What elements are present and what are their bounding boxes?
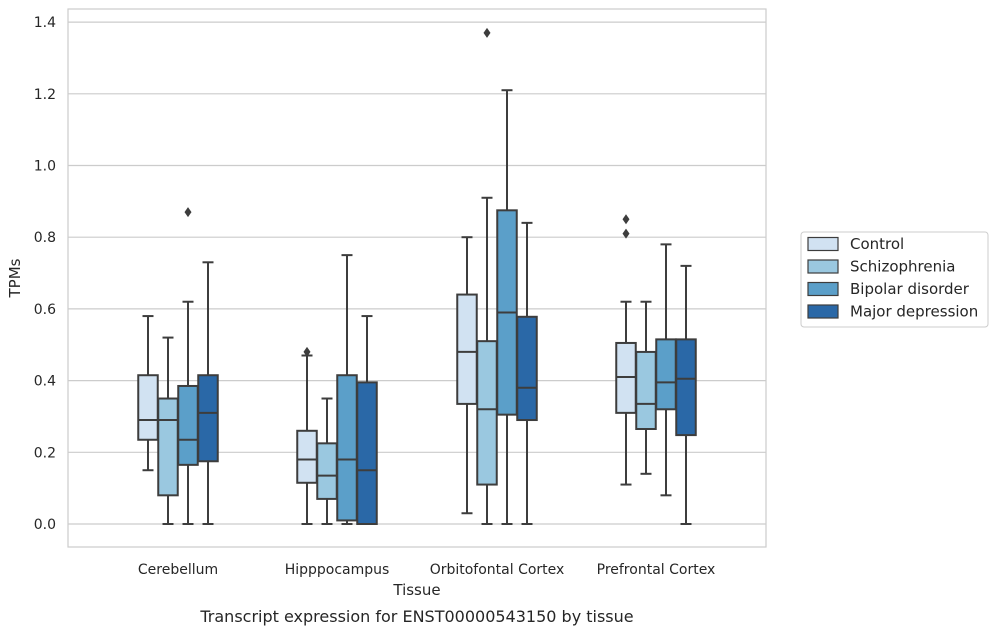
- box-0-3: [197, 261, 219, 525]
- box-body: [316, 442, 338, 500]
- box-body: [635, 350, 657, 430]
- legend-label: Bipolar disorder: [850, 280, 970, 298]
- box-1-2: [336, 254, 358, 525]
- box-body: [456, 293, 478, 405]
- box-series: [137, 27, 697, 525]
- y-tick-label: 0.2: [34, 445, 56, 461]
- box-body: [516, 315, 538, 422]
- box-body: [336, 374, 358, 522]
- box-body: [655, 338, 677, 411]
- box-1-3: [356, 315, 378, 525]
- legend-label: Major depression: [850, 303, 978, 321]
- box-body: [137, 374, 159, 441]
- box-0-0: [137, 315, 159, 472]
- y-tick-label: 1.2: [34, 87, 56, 103]
- x-tick-label: Prefrontal Cortex: [597, 562, 716, 578]
- box-3-0: [615, 214, 637, 486]
- y-tick-label: 0.8: [34, 230, 56, 246]
- legend-swatch: [807, 236, 839, 252]
- box-body: [476, 340, 498, 486]
- box-body: [296, 429, 318, 484]
- box-0-2: [177, 207, 199, 525]
- legend-label: Schizophrenia: [850, 258, 955, 276]
- box-2-1: [476, 27, 498, 525]
- legend-swatch: [807, 281, 839, 297]
- box-2-3: [516, 221, 538, 525]
- x-tick-label: Orbitofontal Cortex: [430, 562, 565, 578]
- box-2-2: [496, 89, 518, 525]
- legend-label: Control: [850, 235, 904, 253]
- box-body: [356, 381, 378, 525]
- box-body: [177, 384, 199, 466]
- y-tick-label: 1.0: [34, 159, 56, 175]
- box-body: [675, 338, 697, 437]
- y-tick-label: 0.0: [34, 517, 56, 533]
- y-tick-label: 0.6: [34, 302, 56, 318]
- x-tick-label: Hipppocampus: [285, 562, 390, 578]
- x-tick-label: Cerebellum: [138, 562, 218, 578]
- outlier-point: [622, 214, 630, 225]
- box-1-1: [316, 397, 338, 525]
- box-3-3: [675, 264, 697, 525]
- box-body: [197, 374, 219, 463]
- legend-swatch: [807, 259, 839, 274]
- x-axis: Cerebellum Hipppocampus Orbitofontal Corte…: [138, 562, 715, 578]
- outlier-point: [483, 27, 491, 38]
- y-axis: 0.0 0.2 0.4 0.6 0.8 1.0 1.2 1.4: [34, 15, 56, 533]
- box-3-2: [655, 243, 677, 497]
- y-tick-label: 0.4: [34, 374, 56, 390]
- legend-frame: [800, 231, 989, 328]
- y-tick-label: 1.4: [34, 15, 56, 31]
- outlier-point: [184, 207, 192, 218]
- box-2-0: [456, 236, 478, 515]
- legend-swatch: [807, 304, 839, 319]
- x-axis-label: Tissue: [392, 581, 440, 599]
- box-body: [157, 397, 179, 497]
- outlier-point: [303, 346, 311, 357]
- chart-caption: Transcript expression for ENST0000054315…: [199, 607, 633, 626]
- y-axis-label: TPMs: [6, 258, 24, 298]
- legend: Control Schizophrenia Bipolar disorder Majo…: [800, 231, 989, 328]
- outlier-point: [622, 228, 630, 239]
